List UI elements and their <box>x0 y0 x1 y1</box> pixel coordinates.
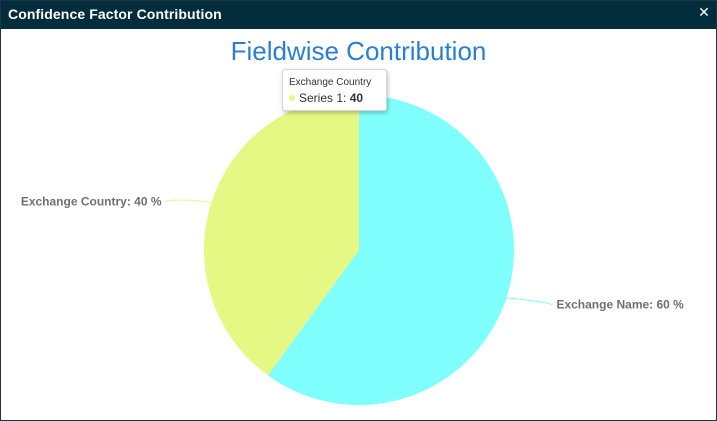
dialog-title: Confidence Factor Contribution <box>8 6 222 22</box>
pie-slice-exchange-country[interactable] <box>203 95 359 376</box>
pie-chart: Exchange Country: 40 % Exchange Name: 60 … <box>21 95 684 405</box>
chart-title: Fieldwise Contribution <box>230 36 487 66</box>
pie-slice-exchange-name[interactable] <box>267 95 514 405</box>
series-color-marker <box>289 95 295 101</box>
tooltip-series-label: Series 1: <box>299 91 350 105</box>
dialog-titlebar: Confidence Factor Contribution ✕ <box>1 1 716 29</box>
connector-line <box>506 297 553 306</box>
slice-label: Exchange Name: 60 % <box>556 298 684 312</box>
tooltip-value: 40 <box>349 91 364 105</box>
chart-tooltip: Exchange Country Series 1: 40 <box>282 69 387 111</box>
chart-area: Fieldwise Contribution Exchange Country:… <box>1 30 716 420</box>
tooltip-row: Series 1: 40 <box>289 91 363 105</box>
connector-line <box>165 199 212 203</box>
tooltip-header: Exchange Country <box>289 77 372 88</box>
slice-label: Exchange Country: 40 % <box>21 194 162 208</box>
close-icon[interactable]: ✕ <box>698 5 710 21</box>
